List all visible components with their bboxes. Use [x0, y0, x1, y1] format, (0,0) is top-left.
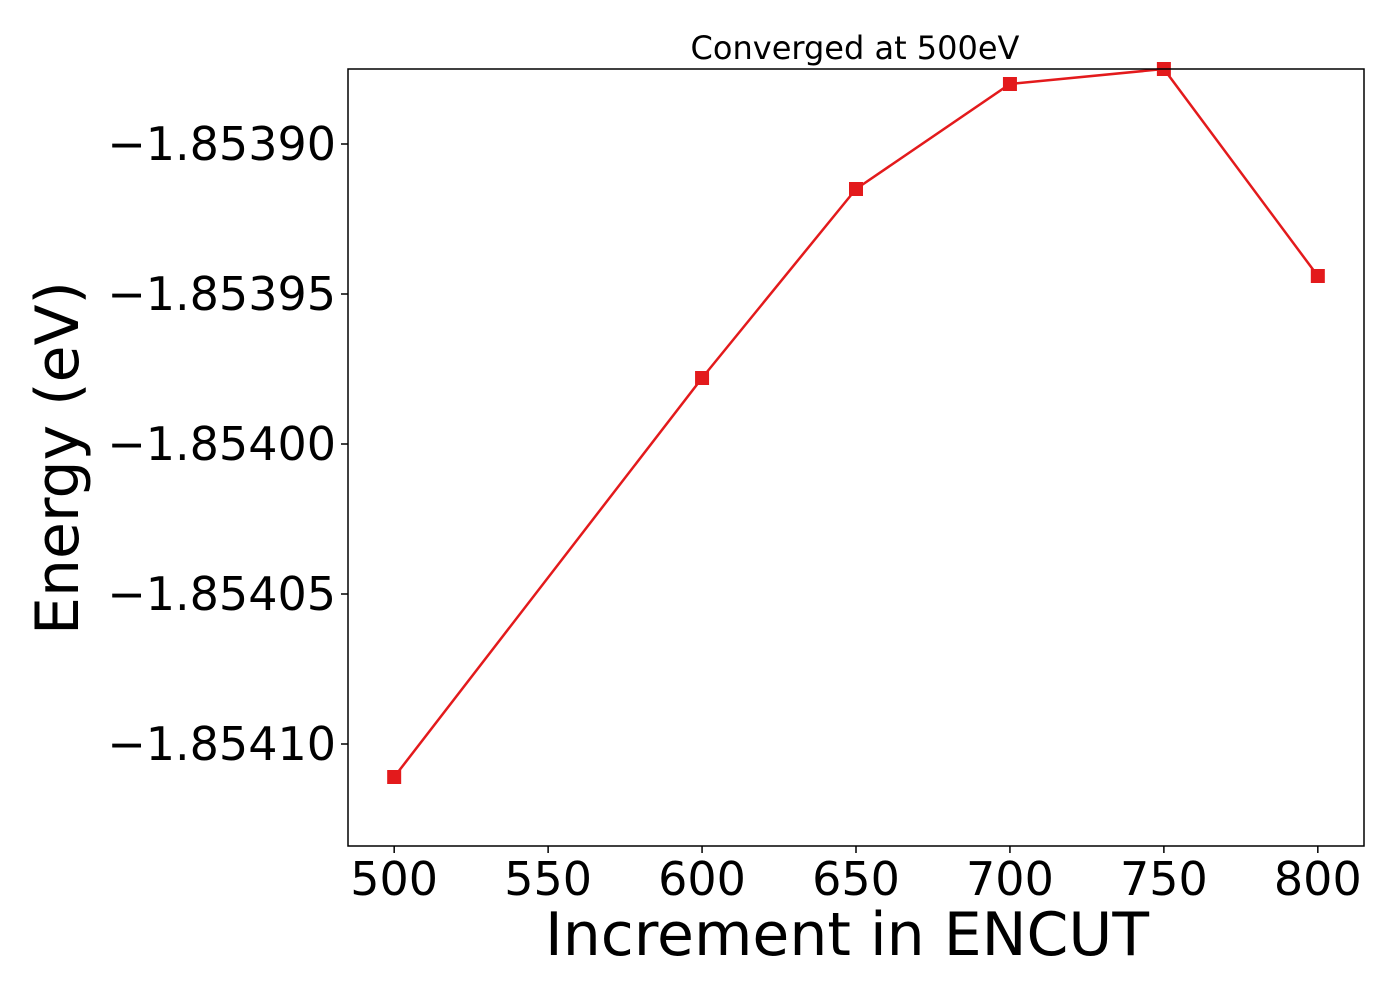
- data-point-marker: [849, 182, 863, 196]
- x-tick-label: 600: [658, 852, 746, 906]
- y-tick-label: −1.85400: [107, 417, 336, 471]
- data-point-marker: [1002, 77, 1017, 91]
- plot-frame: [347, 68, 1365, 847]
- y-tick-label: −1.85410: [107, 717, 336, 771]
- x-tick-label: 500: [350, 852, 438, 906]
- y-tick-label: −1.85395: [107, 267, 336, 321]
- y-tick-label: −1.85390: [107, 117, 336, 171]
- series-layer: [387, 62, 1325, 784]
- data-point-marker: [1310, 269, 1325, 283]
- x-axis-ticks: 500 550 600 650 700 750 800: [350, 846, 1362, 906]
- x-tick-label: 550: [504, 852, 592, 906]
- data-point-marker: [387, 770, 402, 784]
- x-tick-label: 700: [966, 852, 1054, 906]
- chart-title: Converged at 500eV: [691, 29, 1020, 67]
- data-point-marker: [695, 371, 710, 385]
- y-axis-label: Energy (eV): [23, 281, 93, 635]
- x-axis-label: Increment in ENCUT: [545, 900, 1149, 970]
- x-tick-label: 800: [1274, 852, 1362, 906]
- series-line: [393, 67, 1319, 778]
- y-axis-ticks: −1.85390 −1.85395 −1.85400 −1.85405 −1.85410: [107, 117, 348, 771]
- x-tick-label: 750: [1120, 852, 1208, 906]
- x-tick-label: 650: [812, 852, 900, 906]
- y-tick-label: −1.85405: [107, 567, 336, 621]
